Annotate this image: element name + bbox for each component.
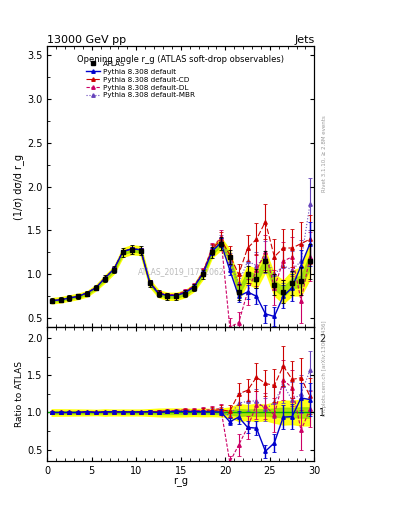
Text: Jets: Jets bbox=[294, 35, 314, 45]
Text: ATLAS_2019_I1772062: ATLAS_2019_I1772062 bbox=[138, 267, 224, 276]
Text: 13000 GeV pp: 13000 GeV pp bbox=[47, 35, 126, 45]
X-axis label: r_g: r_g bbox=[173, 477, 188, 487]
Legend: ATLAS, Pythia 8.308 default, Pythia 8.308 default-CD, Pythia 8.308 default-DL, P: ATLAS, Pythia 8.308 default, Pythia 8.30… bbox=[86, 61, 195, 98]
Text: Rivet 3.1.10, ≥ 2.8M events: Rivet 3.1.10, ≥ 2.8M events bbox=[322, 115, 327, 192]
Text: mcplots.cern.ch [arXiv:1306.3436]: mcplots.cern.ch [arXiv:1306.3436] bbox=[322, 321, 327, 416]
Y-axis label: (1/σ) dσ/d r_g: (1/σ) dσ/d r_g bbox=[13, 154, 24, 220]
Y-axis label: Ratio to ATLAS: Ratio to ATLAS bbox=[15, 361, 24, 427]
Text: Opening angle r_g (ATLAS soft-drop observables): Opening angle r_g (ATLAS soft-drop obser… bbox=[77, 54, 284, 63]
